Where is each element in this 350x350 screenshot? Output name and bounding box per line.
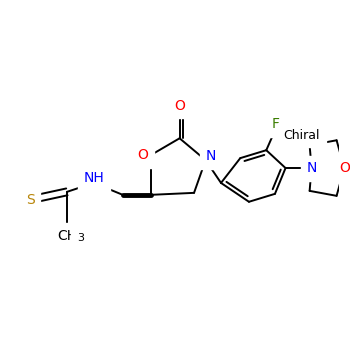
Text: O: O <box>339 161 350 175</box>
Text: F: F <box>272 117 280 131</box>
Text: CH: CH <box>57 229 77 243</box>
Text: S: S <box>26 193 35 207</box>
Text: N: N <box>205 149 216 163</box>
Text: NH: NH <box>84 171 104 185</box>
Text: N: N <box>306 161 317 175</box>
Text: 3: 3 <box>77 233 84 244</box>
Text: O: O <box>138 148 148 162</box>
Text: Chiral: Chiral <box>284 129 320 142</box>
Text: O: O <box>174 99 185 113</box>
